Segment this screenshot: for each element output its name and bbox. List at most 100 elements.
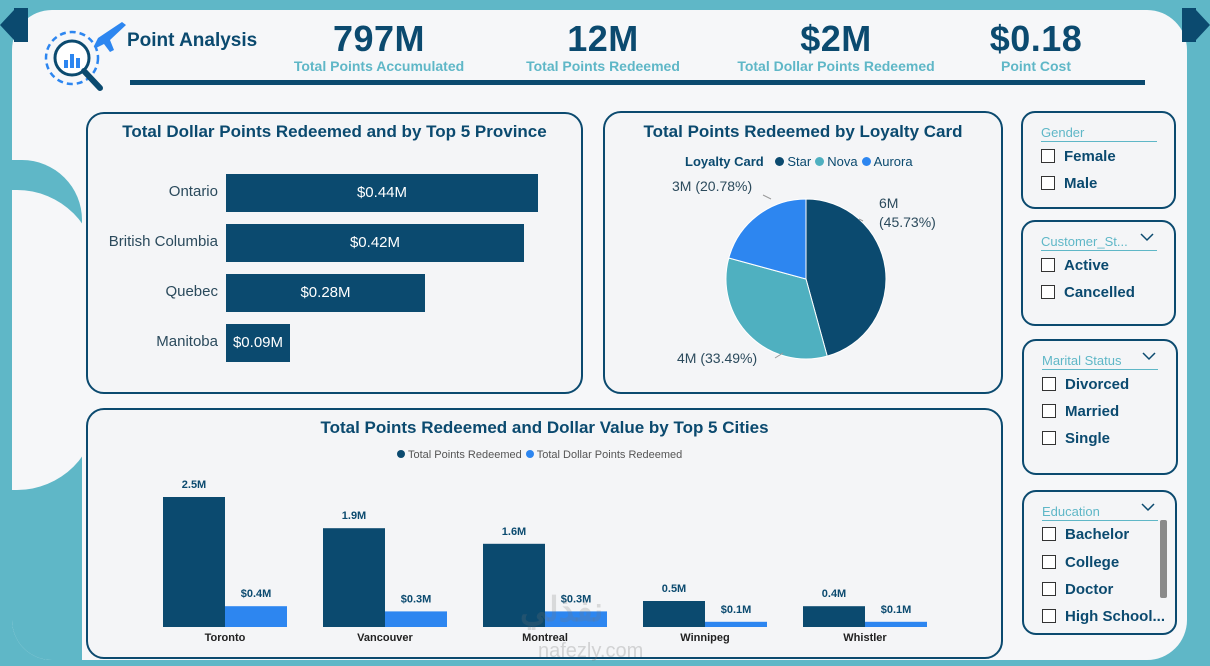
slicer-option-single[interactable]: Single xyxy=(1042,430,1110,447)
forward-arrow-icon[interactable] xyxy=(1182,8,1210,42)
chart-title: Total Points Redeemed by Loyalty Card xyxy=(643,122,963,141)
bar-data-label: 1.6M xyxy=(502,526,526,538)
slicer-option-college[interactable]: College xyxy=(1042,554,1119,571)
chevron-down-icon[interactable] xyxy=(1140,232,1154,242)
slicer-option-male[interactable]: Male xyxy=(1041,175,1097,192)
customer-status-slicer[interactable]: Customer_St... Active Cancelled xyxy=(1021,220,1176,326)
slicer-option-doctor[interactable]: Doctor xyxy=(1042,581,1113,598)
dollar-bar[interactable] xyxy=(705,621,767,627)
category-label: Quebec xyxy=(165,283,218,300)
kpi-total-points-accumulated: 797M Total Points Accumulated xyxy=(289,18,469,74)
marital-status-slicer[interactable]: Marital Status Divorced Married Single xyxy=(1022,339,1178,475)
checkbox-icon[interactable] xyxy=(1042,609,1056,623)
kpi-label: Total Points Redeemed xyxy=(526,58,680,74)
checkbox-icon[interactable] xyxy=(1042,555,1056,569)
province-bar[interactable]: $0.44M xyxy=(226,174,538,212)
checkbox-icon[interactable] xyxy=(1041,176,1055,190)
education-slicer[interactable]: Education Bachelor College Doctor High S… xyxy=(1022,490,1177,635)
pie-legend: Loyalty Card Star Nova Aurora xyxy=(685,154,913,169)
checkbox-icon[interactable] xyxy=(1041,285,1055,299)
chart-title: Total Dollar Points Redeemed and by Top … xyxy=(122,122,547,141)
legend-item-star[interactable]: Star xyxy=(767,154,811,169)
chevron-down-icon[interactable] xyxy=(1141,502,1155,512)
dollar-bar[interactable] xyxy=(865,621,927,627)
province-bar[interactable]: $0.09M xyxy=(226,324,290,362)
bar-data-label: $0.1M xyxy=(881,604,912,616)
kpi-value: $2M xyxy=(800,18,872,59)
loyalty-pie-chart[interactable]: Total Points Redeemed by Loyalty Card Lo… xyxy=(603,111,1003,394)
points-bar[interactable] xyxy=(483,543,545,627)
legend-item-aurora[interactable]: Aurora xyxy=(858,154,913,169)
analytics-plane-logo-icon xyxy=(44,22,126,91)
dollar-bar[interactable] xyxy=(545,611,607,627)
category-label: Montreal xyxy=(522,632,568,644)
pie-data-label: 3M (20.78%) xyxy=(672,178,752,194)
cities-bar-chart[interactable]: Total Points Redeemed and Dollar Value b… xyxy=(86,408,1003,659)
slicer-scrollbar[interactable] xyxy=(1160,520,1167,598)
category-label: Whistler xyxy=(843,632,887,644)
back-arrow-icon[interactable] xyxy=(0,8,28,42)
legend-item[interactable]: Total Dollar Points Redeemed xyxy=(522,449,682,461)
points-bar[interactable] xyxy=(163,497,225,627)
watermark-logo: نفذلي xyxy=(520,591,604,629)
cities-plot: 2.5M $0.4M Toronto 1.9M $0.3M Vancouver 1.6M $0… xyxy=(163,479,927,644)
dollar-bar[interactable] xyxy=(225,606,287,627)
legend-item[interactable]: Total Points Redeemed xyxy=(393,449,522,461)
kpi-value: 12M xyxy=(567,18,639,59)
kpi-total-points-redeemed: 12M Total Points Redeemed xyxy=(513,18,693,74)
decorative-swoosh-inner xyxy=(12,190,97,490)
pie-data-label: 6M (45.73%) xyxy=(879,195,936,230)
pie-slice-nova[interactable] xyxy=(725,257,828,360)
page-title: Point Analysis xyxy=(127,30,258,51)
slicer-option-married[interactable]: Married xyxy=(1042,403,1119,420)
kpi-label: Total Points Accumulated xyxy=(293,58,465,74)
checkbox-icon[interactable] xyxy=(1041,149,1055,163)
province-bar[interactable]: $0.42M xyxy=(226,224,524,262)
pie-leader-line xyxy=(762,194,772,200)
bar-data-label: $0.3M xyxy=(561,593,592,605)
checkbox-icon[interactable] xyxy=(1042,527,1056,541)
bar-data-label: $0.4M xyxy=(241,588,272,600)
cities-legend: Total Points Redeemed Total Dollar Points… xyxy=(393,449,682,461)
slicer-option-bachelor[interactable]: Bachelor xyxy=(1042,526,1129,543)
points-bar[interactable] xyxy=(323,528,385,627)
bar-data-label: $0.1M xyxy=(721,604,752,616)
slicer-option-divorced[interactable]: Divorced xyxy=(1042,376,1129,393)
pie-slice-star[interactable] xyxy=(805,198,887,357)
kpi-label: Point Cost xyxy=(1001,58,1071,74)
bar-data-label: $0.3M xyxy=(401,593,432,605)
checkbox-icon[interactable] xyxy=(1042,377,1056,391)
slicer-option-active[interactable]: Active xyxy=(1041,257,1109,274)
chevron-down-icon[interactable] xyxy=(1142,351,1156,361)
kpi-point-cost: $0.18 Point Cost xyxy=(976,18,1096,74)
checkbox-icon[interactable] xyxy=(1042,404,1056,418)
checkbox-icon[interactable] xyxy=(1041,258,1055,272)
bar-data-label: 1.9M xyxy=(342,510,366,522)
chart-title: Total Points Redeemed and Dollar Value b… xyxy=(320,418,769,437)
slicer-header: Customer_St... xyxy=(1041,234,1157,251)
legend-item-nova[interactable]: Nova xyxy=(811,154,858,169)
checkbox-icon[interactable] xyxy=(1042,582,1056,596)
dollar-bar[interactable] xyxy=(385,611,447,627)
gender-slicer[interactable]: Gender Female Male xyxy=(1021,111,1176,209)
checkbox-icon[interactable] xyxy=(1042,431,1056,445)
category-label: Manitoba xyxy=(156,333,218,350)
province-bar-chart[interactable]: Total Dollar Points Redeemed and by Top … xyxy=(86,112,583,394)
category-label: Vancouver xyxy=(357,632,413,644)
legend-title: Loyalty Card xyxy=(685,154,764,169)
slicer-option-high-school[interactable]: High School... xyxy=(1042,608,1165,625)
slicer-header: Gender xyxy=(1041,125,1157,142)
points-bar[interactable] xyxy=(643,601,705,627)
pie-slice-aurora[interactable] xyxy=(728,198,807,280)
bar-data-label: 0.4M xyxy=(822,588,846,600)
slicer-option-cancelled[interactable]: Cancelled xyxy=(1041,284,1135,301)
slicer-header: Education xyxy=(1042,504,1158,521)
points-bar[interactable] xyxy=(803,606,865,627)
slicer-option-female[interactable]: Female xyxy=(1041,148,1116,165)
province-bar[interactable]: $0.28M xyxy=(226,274,425,312)
category-label: British Columbia xyxy=(108,233,218,250)
watermark-url: nafezly.com xyxy=(538,640,644,662)
kpi-total-dollar-points-redeemed: $2M Total Dollar Points Redeemed xyxy=(730,18,942,74)
pie-leader-line xyxy=(858,218,864,222)
category-label: Winnipeg xyxy=(680,632,729,644)
